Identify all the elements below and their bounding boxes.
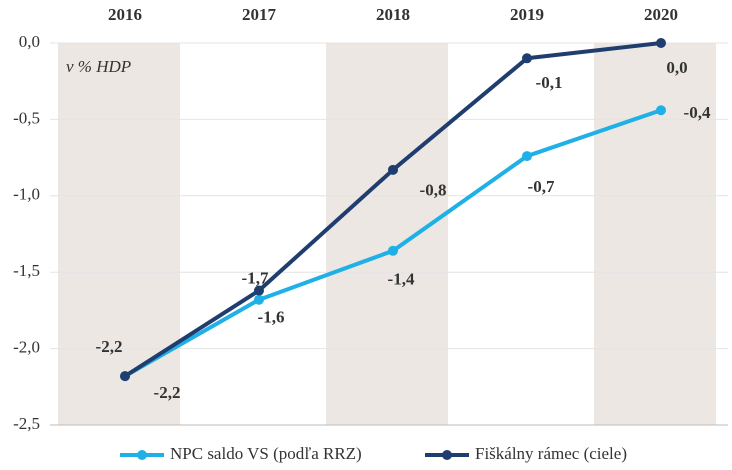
point	[254, 294, 264, 305]
legend-label: Fiškálny rámec (ciele)	[475, 444, 627, 463]
point	[656, 105, 666, 116]
x-tick-label: 2019	[510, 5, 544, 24]
x-tick-label: 2017	[242, 5, 277, 24]
data-label: -0,7	[528, 177, 555, 196]
data-label: 0,0	[666, 58, 687, 77]
y-tick-label: -0,5	[13, 108, 40, 127]
data-label: -1,6	[258, 307, 285, 326]
data-label: -0,4	[684, 103, 711, 122]
data-label: -2,2	[96, 337, 123, 356]
point	[522, 53, 532, 64]
legend-marker	[137, 450, 147, 460]
annotation: v % HDP	[66, 57, 131, 76]
data-label: -2,2	[154, 383, 181, 402]
data-label: -1,4	[388, 270, 415, 289]
x-tick-label: 2016	[108, 5, 142, 24]
data-label: -1,7	[242, 269, 269, 288]
point	[120, 371, 130, 382]
point	[656, 38, 666, 48]
y-tick-label: -2,0	[13, 338, 40, 357]
band	[58, 43, 180, 425]
y-tick-label: -1,5	[13, 261, 40, 280]
y-tick-label: -2,5	[13, 414, 40, 433]
point	[388, 164, 398, 175]
legend-label: NPC saldo VS (podľa RRZ)	[170, 444, 362, 463]
y-tick-label: 0,0	[19, 32, 40, 51]
data-label: -0,8	[420, 181, 447, 200]
y-tick-label: -1,0	[13, 185, 40, 204]
band	[594, 43, 716, 425]
point	[388, 245, 398, 256]
point	[522, 151, 532, 162]
point	[254, 285, 264, 296]
x-tick-label: 2020	[644, 5, 678, 24]
legend-marker	[442, 450, 452, 460]
band	[326, 43, 448, 425]
data-label: -0,1	[536, 73, 563, 92]
x-tick-label: 2018	[376, 5, 410, 24]
